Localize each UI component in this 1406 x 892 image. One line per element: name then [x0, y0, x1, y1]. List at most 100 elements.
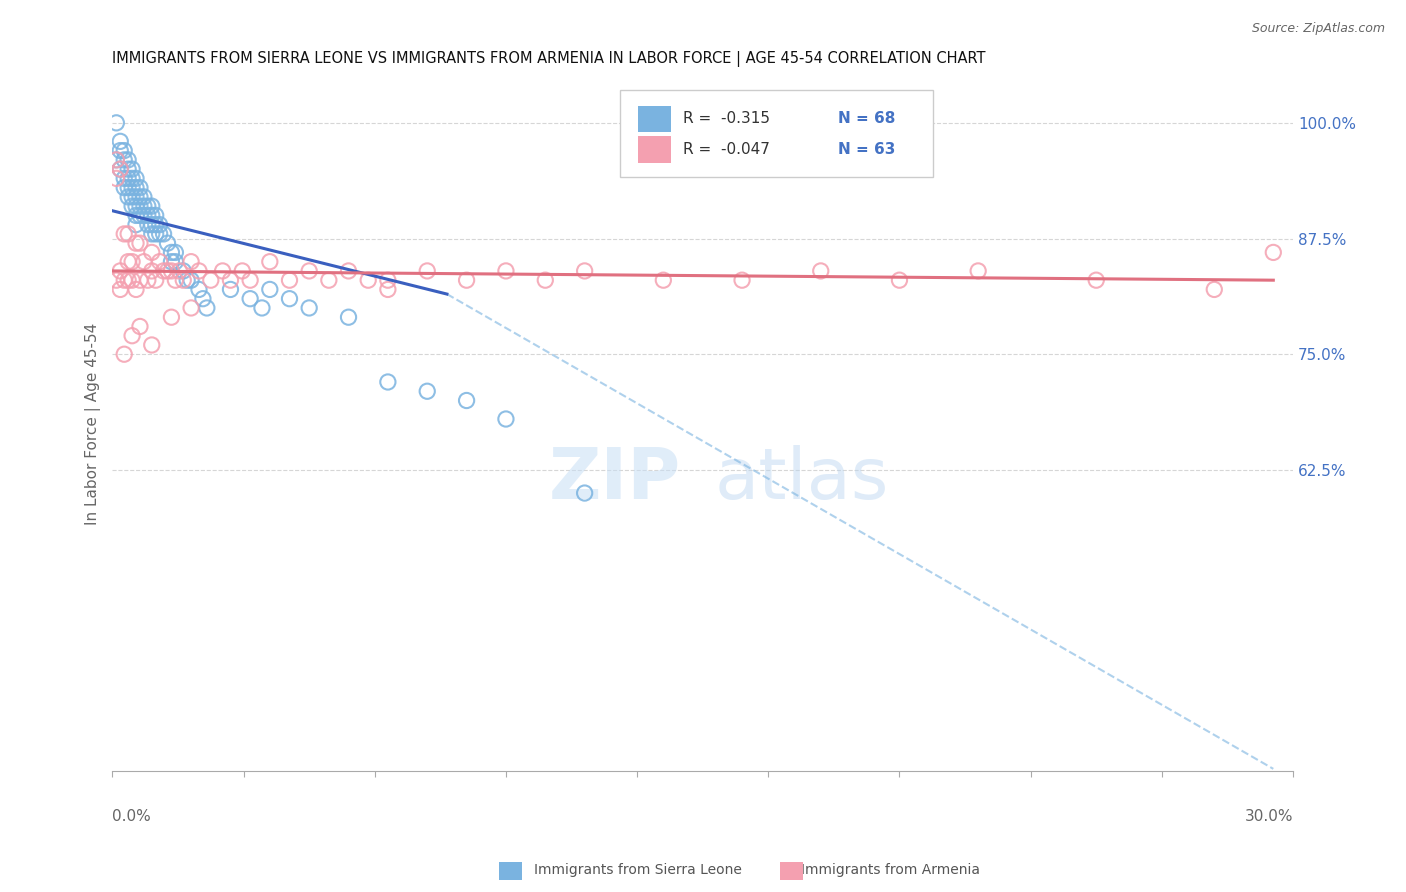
Point	[169, 264, 191, 278]
Point	[188, 264, 211, 278]
Point	[121, 171, 143, 186]
Point	[180, 301, 202, 315]
Point	[149, 227, 172, 241]
Point	[136, 273, 159, 287]
Text: R =  -0.047: R = -0.047	[683, 142, 769, 157]
Point	[129, 190, 152, 204]
Point	[141, 245, 163, 260]
Point	[132, 190, 155, 204]
Point	[121, 254, 143, 268]
Text: ZIP: ZIP	[550, 445, 682, 514]
Point	[117, 162, 139, 177]
Point	[110, 282, 132, 296]
Point	[195, 301, 218, 315]
Point	[1085, 273, 1108, 287]
Point	[125, 218, 148, 232]
Point	[172, 264, 194, 278]
Point	[110, 162, 132, 177]
Point	[129, 319, 152, 334]
Point	[574, 486, 596, 500]
Point	[160, 245, 183, 260]
Point	[176, 273, 198, 287]
Bar	[638, 106, 671, 132]
Point	[180, 273, 202, 287]
Text: IMMIGRANTS FROM SIERRA LEONE VS IMMIGRANTS FROM ARMENIA IN LABOR FORCE | AGE 45-: IMMIGRANTS FROM SIERRA LEONE VS IMMIGRAN…	[112, 51, 986, 67]
Point	[129, 273, 152, 287]
Point	[456, 273, 478, 287]
Point	[110, 162, 132, 177]
Point	[105, 116, 128, 130]
Point	[121, 180, 143, 194]
Point	[219, 273, 242, 287]
Point	[211, 264, 233, 278]
Point	[117, 180, 139, 194]
Point	[129, 199, 152, 213]
Point	[112, 171, 135, 186]
Point	[125, 199, 148, 213]
Point	[152, 227, 174, 241]
Point	[239, 292, 262, 306]
Point	[219, 282, 242, 296]
FancyBboxPatch shape	[620, 90, 934, 178]
Point	[298, 301, 321, 315]
Point	[357, 273, 380, 287]
Point	[112, 347, 135, 361]
Point	[145, 218, 167, 232]
Point	[110, 134, 132, 148]
Point	[129, 236, 152, 251]
Point	[141, 208, 163, 222]
Point	[121, 328, 143, 343]
Point	[652, 273, 675, 287]
Point	[121, 190, 143, 204]
Point	[416, 264, 439, 278]
Point	[110, 144, 132, 158]
Point	[172, 273, 194, 287]
Point	[250, 301, 273, 315]
Point	[136, 199, 159, 213]
Point	[318, 273, 340, 287]
Point	[117, 227, 139, 241]
Point	[160, 264, 183, 278]
Point	[259, 282, 281, 296]
Point	[165, 254, 187, 268]
Text: N = 68: N = 68	[838, 112, 896, 127]
Point	[337, 264, 360, 278]
Point	[165, 245, 187, 260]
Point	[141, 199, 163, 213]
Point	[136, 218, 159, 232]
Point	[149, 218, 172, 232]
Point	[377, 282, 399, 296]
Point	[1204, 282, 1226, 296]
Point	[259, 254, 281, 268]
Point	[495, 412, 517, 426]
Point	[132, 208, 155, 222]
Point	[132, 254, 155, 268]
Point	[298, 264, 321, 278]
Point	[152, 264, 174, 278]
Point	[129, 180, 152, 194]
Point	[141, 218, 163, 232]
Point	[112, 273, 135, 287]
Point	[112, 180, 135, 194]
Point	[731, 273, 754, 287]
Point	[125, 208, 148, 222]
Point	[160, 254, 183, 268]
Text: Immigrants from Armenia: Immigrants from Armenia	[801, 863, 980, 877]
Point	[136, 208, 159, 222]
Point	[337, 310, 360, 325]
Text: 30.0%: 30.0%	[1244, 809, 1294, 824]
Point	[165, 273, 187, 287]
Text: atlas: atlas	[714, 445, 889, 514]
Point	[121, 162, 143, 177]
Point	[160, 310, 183, 325]
Point	[105, 153, 128, 167]
Point	[239, 273, 262, 287]
Point	[200, 273, 222, 287]
Point	[889, 273, 911, 287]
Point	[495, 264, 517, 278]
Point	[125, 180, 148, 194]
Point	[967, 264, 990, 278]
Text: 0.0%: 0.0%	[112, 809, 152, 824]
Point	[574, 264, 596, 278]
Point	[145, 227, 167, 241]
